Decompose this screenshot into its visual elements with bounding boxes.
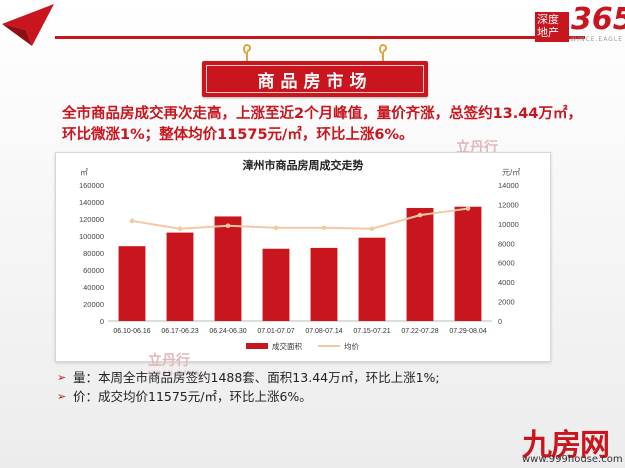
line-point	[273, 225, 279, 231]
bullet-item: ➢ 量：本周全市商品房签约1488套、面积13.44万㎡，环比上涨1%;	[57, 368, 440, 387]
right-tick-label: 10000	[498, 220, 519, 229]
line-point	[129, 218, 135, 224]
brand-text-a: 深度	[537, 13, 559, 26]
bullet-text: 价：成交均价11575元/㎡，环比上涨6%。	[73, 389, 312, 404]
left-tick-label: 120000	[79, 215, 104, 224]
left-tick-label: 160000	[79, 181, 104, 190]
x-tick-label: 07.08-07.14	[305, 328, 342, 335]
brand-subtitle: WINCE.EAGLE	[570, 36, 623, 43]
section-banner: 商品房市场	[202, 43, 428, 97]
left-tick-label: 140000	[79, 198, 104, 207]
bar	[262, 248, 290, 321]
right-tick-label: 6000	[498, 259, 515, 268]
bar	[454, 206, 482, 321]
x-tick-label: 07.15-07.21	[353, 328, 390, 335]
line-point	[369, 226, 375, 232]
bar	[214, 216, 242, 321]
left-tick-label: 80000	[83, 249, 104, 258]
arrow-bullet-icon: ➢	[57, 371, 67, 384]
line-point	[225, 223, 231, 229]
right-tick-label: 4000	[498, 278, 515, 287]
left-tick-label: 0	[100, 317, 104, 326]
right-tick-label: 12000	[498, 200, 519, 209]
line-point	[321, 225, 327, 231]
brand-number: 365	[571, 2, 625, 37]
bullet-text: 量：本周全市商品房签约1488套、面积13.44万㎡，环比上涨1%;	[73, 370, 440, 385]
headline-text: 全市商品房成交再次走高，上涨至近2个月峰值，量价齐涨，总签约13.44万㎡，环比…	[62, 106, 582, 143]
line-point	[417, 212, 423, 218]
arrow-bullet-icon: ➢	[57, 390, 67, 403]
bar	[406, 207, 434, 321]
hook-icon	[379, 43, 387, 69]
bullet-item: ➢ 价：成交均价11575元/㎡，环比上涨6%。	[57, 387, 440, 406]
banner-plate: 商品房市场	[202, 61, 428, 97]
x-tick-label: 06.17-06.23	[161, 328, 198, 335]
right-axis-unit: 元/㎡	[502, 168, 520, 177]
series-line	[131, 207, 469, 230]
bar	[358, 237, 386, 321]
legend-label: 均价	[344, 341, 359, 351]
site-logo: 九房网	[522, 428, 610, 463]
hook-icon	[243, 43, 251, 69]
left-tick-label: 60000	[83, 266, 104, 275]
site-url: www.999house.com	[522, 454, 623, 465]
bar	[166, 232, 194, 321]
line-point	[465, 206, 471, 211]
left-axis-unit: ㎡	[80, 168, 88, 177]
x-tick-label: 06.24-06.30	[209, 328, 246, 335]
banner-title: 商品房市场	[257, 72, 373, 92]
x-tick-label: 07.29-08.04	[449, 328, 486, 335]
header-rule	[55, 36, 585, 39]
brand-logo: 深度 地产 365	[535, 2, 625, 42]
right-tick-label: 8000	[498, 239, 515, 248]
x-tick-label: 06.10-06.16	[113, 328, 150, 335]
line-point	[177, 226, 183, 232]
brand-text-b: 地产	[537, 26, 559, 39]
watermark: 立丹行 LIDAN HANG	[148, 350, 200, 377]
left-tick-label: 40000	[83, 283, 104, 292]
watermark-sub: LIDAN HANG	[148, 370, 201, 377]
right-tick-label: 14000	[498, 181, 519, 190]
watermark-name: 立丹行	[148, 353, 190, 369]
x-tick-label: 07.22-07.28	[401, 328, 438, 335]
arrow-logo-icon	[2, 4, 54, 46]
legend-label: 成交面积	[272, 341, 302, 351]
bullet-list: ➢ 量：本周全市商品房签约1488套、面积13.44万㎡，环比上涨1%; ➢ 价…	[57, 368, 440, 406]
chart-title: 漳州市商品房周成交走势	[243, 158, 364, 172]
bar	[310, 247, 338, 321]
left-tick-label: 100000	[79, 232, 104, 241]
bar	[118, 246, 146, 321]
legend-swatch-bar	[246, 343, 268, 349]
right-tick-label: 2000	[498, 298, 515, 307]
banner-inner-border	[206, 65, 424, 93]
left-tick-label: 20000	[83, 300, 104, 309]
right-tick-label: 0	[498, 317, 502, 326]
x-tick-label: 07.01-07.07	[257, 328, 294, 335]
